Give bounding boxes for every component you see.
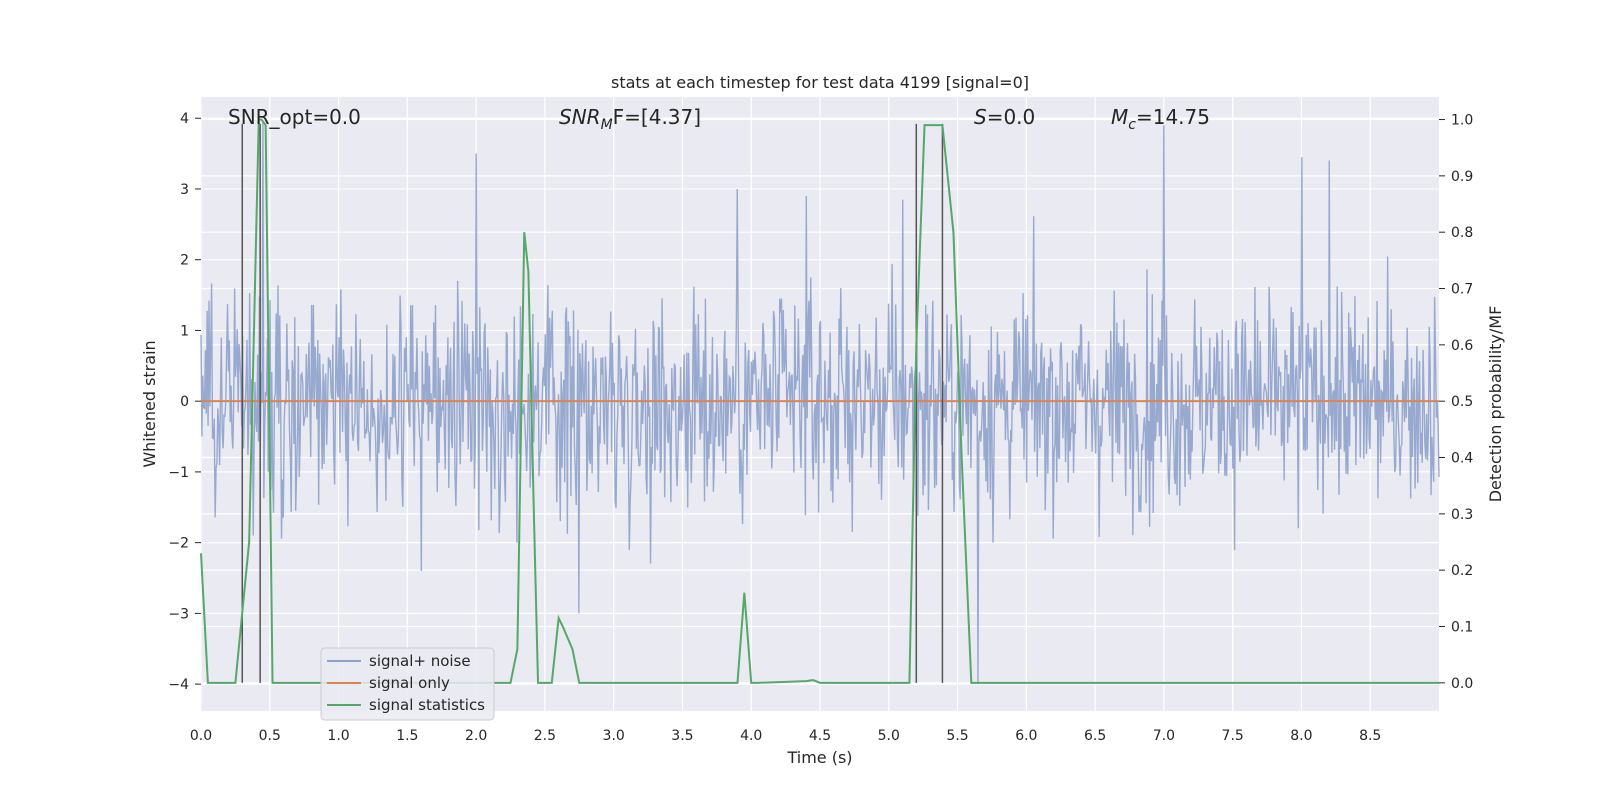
y-right-tick-labels: 1.0 0.9 0.8 0.7 0.6 0.5 0.4 0.3 0.2 0.1 0.0 [1439, 113, 1473, 692]
annotation-s-main: S [974, 105, 987, 129]
annotation-snr-mf-main: SNR [559, 105, 601, 129]
y-left-tick-label: 2 [180, 253, 189, 269]
annotation-mc-main: M [1111, 105, 1128, 129]
y-right-tick-label: 0.7 [1451, 282, 1473, 298]
annotation-snr-mf-sub: M [601, 117, 613, 133]
x-tick-labels: 0.0 0.5 1.0 1.5 2.0 2.5 3.0 3.5 4.0 4.5 5.0 5.5 6.0 6… [190, 728, 1381, 744]
legend-box [320, 647, 495, 721]
legend: signal+ noise signal only signal statist… [320, 647, 495, 721]
x-tick-label: 2.5 [534, 728, 556, 744]
annotation-mc: Mc=14.75 [1111, 105, 1210, 133]
x-tick-label: 1.5 [396, 728, 418, 744]
annotation-mc-tail: =14.75 [1136, 105, 1210, 129]
y-left-tick-label: −3 [168, 606, 189, 622]
annotation-s: S=0.0 [974, 105, 1035, 129]
y-right-tick-label: 0.6 [1451, 338, 1473, 354]
y-right-tick-label: 0.8 [1451, 225, 1473, 241]
x-tick-label: 0.0 [190, 728, 212, 744]
annotation-snr-mf-tail: F=[4.37] [613, 105, 701, 129]
legend-label-noise: signal+ noise [369, 652, 471, 670]
x-tick-label: 4.5 [809, 728, 831, 744]
y-right-tick-label: 0.0 [1451, 676, 1473, 692]
x-tick-label: 2.0 [465, 728, 487, 744]
y-left-tick-label: 1 [180, 323, 189, 339]
legend-label-signal: signal only [369, 674, 450, 692]
x-tick-label: 6.5 [1084, 728, 1106, 744]
y-left-tick-label: −4 [168, 677, 189, 693]
x-tick-label: 3.5 [671, 728, 693, 744]
x-tick-label: 3.0 [603, 728, 625, 744]
y-left-tick-labels: 4 3 2 1 0 −1 −2 −3 −4 [168, 111, 201, 693]
x-tick-label: 8.5 [1359, 728, 1381, 744]
y-axis-label-right: Detection probability/MF [1486, 306, 1505, 503]
statistics-line [200, 118, 1439, 684]
y-right-tick-label: 1.0 [1451, 113, 1473, 129]
x-tick-label: 5.5 [946, 728, 968, 744]
annotation-snr-opt: SNR_opt=0.0 [228, 105, 361, 129]
legend-label-statistics: signal statistics [369, 696, 485, 714]
x-tick-label: 0.5 [259, 728, 281, 744]
y-left-tick-label: −2 [168, 536, 189, 552]
vertical-markers [241, 123, 944, 683]
y-left-tick-label: 3 [180, 182, 189, 198]
x-tick-label: 1.0 [327, 728, 349, 744]
y-right-tick-label: 0.2 [1451, 563, 1473, 579]
y-right-tick-label: 0.4 [1451, 451, 1473, 467]
x-tick-label: 4.0 [740, 728, 762, 744]
signal-statistics-series [200, 118, 1439, 684]
x-tick-label: 7.0 [1153, 728, 1175, 744]
y-right-tick-label: 0.3 [1451, 507, 1473, 523]
y-left-tick-label: −1 [168, 465, 189, 481]
y-left-tick-label: 4 [180, 111, 189, 127]
chart-title: stats at each timestep for test data 419… [611, 73, 1029, 92]
x-gridlines [200, 97, 1371, 711]
x-axis-label: Time (s) [786, 748, 852, 767]
y-right-tick-label: 0.5 [1451, 394, 1473, 410]
annotation-mc-sub: c [1128, 117, 1136, 133]
annotation-s-tail: =0.0 [987, 105, 1036, 129]
y-axis-label-left: Whitened strain [140, 340, 159, 467]
x-tick-label: 7.5 [1222, 728, 1244, 744]
y-left-tick-label: 0 [180, 394, 189, 410]
x-tick-label: 8.0 [1290, 728, 1312, 744]
x-tick-label: 6.0 [1015, 728, 1037, 744]
signal-noise-series [200, 121, 1440, 685]
x-tick-label: 5.0 [878, 728, 900, 744]
y-right-tick-label: 0.9 [1451, 169, 1473, 185]
y-right-tick-label: 0.1 [1451, 620, 1473, 636]
noise-line [200, 121, 1440, 685]
annotation-snr-mf: SNRMF=[4.37] [559, 105, 701, 133]
